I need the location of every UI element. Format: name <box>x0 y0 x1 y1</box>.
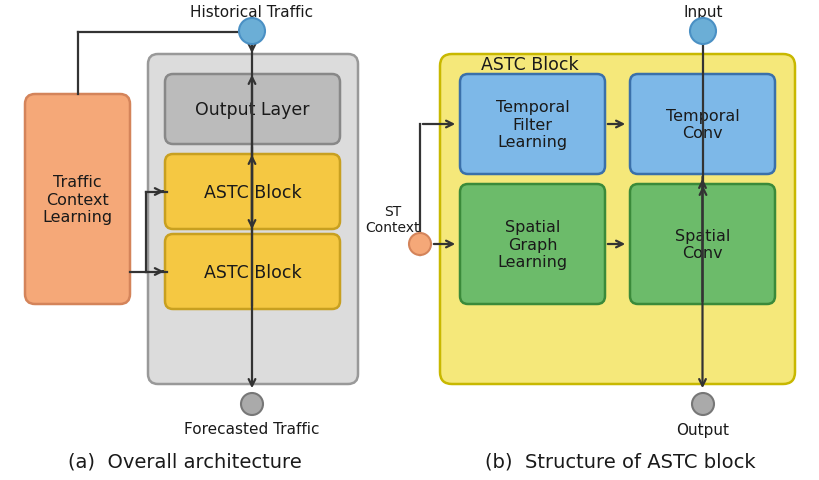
FancyBboxPatch shape <box>459 75 604 175</box>
FancyBboxPatch shape <box>629 185 774 304</box>
Text: Temporal
Conv: Temporal Conv <box>665 108 739 141</box>
Circle shape <box>241 393 263 415</box>
Circle shape <box>238 19 265 45</box>
Text: ST
Context: ST Context <box>365 204 420 235</box>
Text: Historical Traffic: Historical Traffic <box>190 4 313 20</box>
Circle shape <box>689 19 715 45</box>
FancyBboxPatch shape <box>147 55 358 384</box>
FancyBboxPatch shape <box>25 95 130 304</box>
Text: ASTC Block: ASTC Block <box>481 56 578 74</box>
FancyBboxPatch shape <box>440 55 794 384</box>
Text: Input: Input <box>682 4 722 20</box>
Text: Output Layer: Output Layer <box>195 101 310 119</box>
Text: Output: Output <box>676 421 729 437</box>
FancyBboxPatch shape <box>165 75 340 144</box>
Text: Forecasted Traffic: Forecasted Traffic <box>184 421 319 437</box>
Text: Spatial
Graph
Learning: Spatial Graph Learning <box>497 220 567 269</box>
FancyBboxPatch shape <box>629 75 774 175</box>
Text: Temporal
Filter
Learning: Temporal Filter Learning <box>495 100 568 150</box>
Text: Traffic
Context
Learning: Traffic Context Learning <box>43 175 112 225</box>
Text: ASTC Block: ASTC Block <box>203 183 301 201</box>
Text: (a)  Overall architecture: (a) Overall architecture <box>68 452 301 470</box>
Text: Spatial
Conv: Spatial Conv <box>674 228 729 261</box>
Text: ASTC Block: ASTC Block <box>203 263 301 281</box>
FancyBboxPatch shape <box>459 185 604 304</box>
Text: (b)  Structure of ASTC block: (b) Structure of ASTC block <box>484 452 754 470</box>
FancyBboxPatch shape <box>165 155 340 229</box>
FancyBboxPatch shape <box>165 235 340 309</box>
Circle shape <box>409 233 431 255</box>
Circle shape <box>691 393 713 415</box>
